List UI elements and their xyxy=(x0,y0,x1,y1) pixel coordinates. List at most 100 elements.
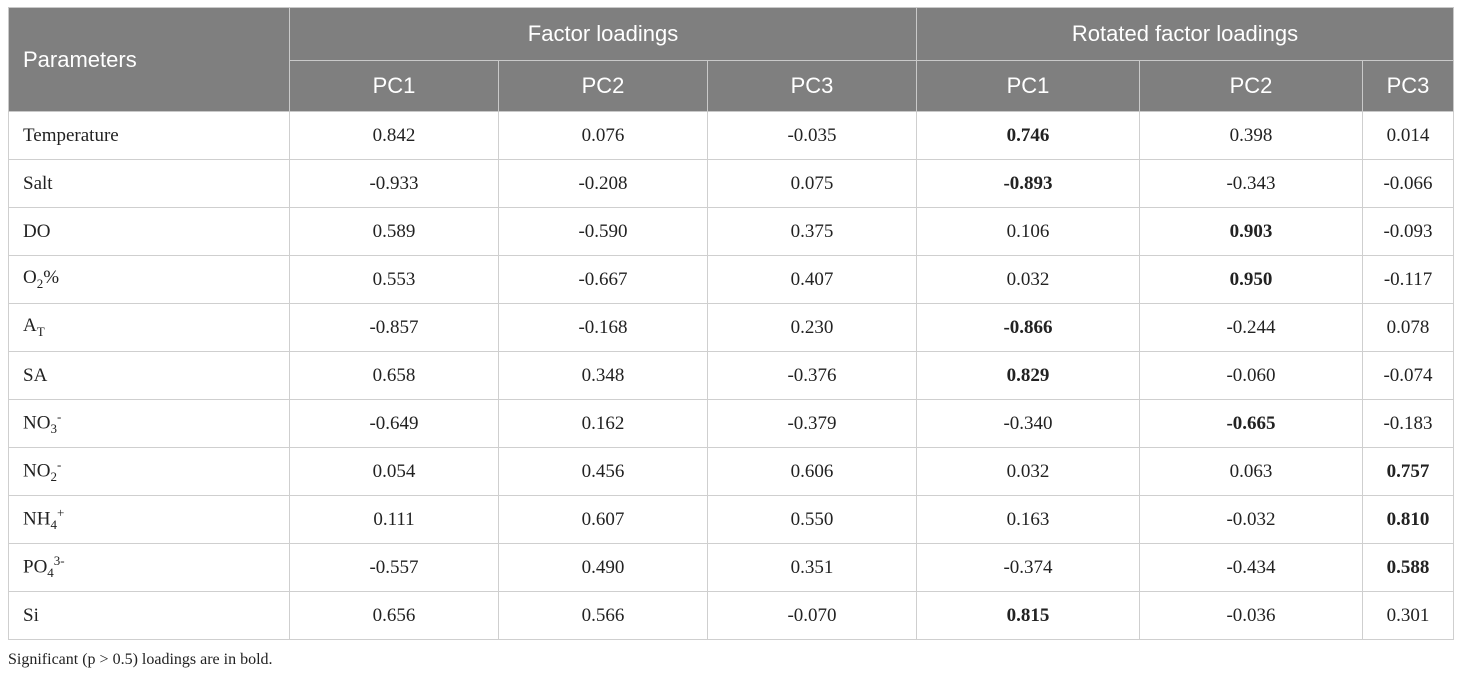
loading-value-cell: 0.606 xyxy=(706,447,918,496)
loading-value-cell: -0.066 xyxy=(1362,159,1455,208)
parameter-subscript: T xyxy=(36,323,45,339)
loading-value-cell: 0.656 xyxy=(289,591,499,640)
loading-value-cell: 0.829 xyxy=(916,351,1141,400)
loading-value-cell: 0.348 xyxy=(498,351,708,400)
loading-value-cell: 0.589 xyxy=(289,207,499,256)
parameter-name: DO xyxy=(23,220,51,242)
loading-value-cell: 0.490 xyxy=(498,543,708,592)
loading-value-cell: -0.070 xyxy=(706,591,918,640)
parameter-name: NO xyxy=(23,460,51,482)
loading-value-cell: -0.093 xyxy=(1362,207,1455,256)
loading-value-cell: 0.375 xyxy=(706,207,918,256)
factor-loadings-header: Factor loadings xyxy=(288,7,918,61)
rotated-factor-loadings-header: Rotated factor loadings xyxy=(916,7,1455,61)
loading-value-cell: 0.351 xyxy=(706,543,918,592)
loading-value-cell: -0.035 xyxy=(706,111,918,160)
parameter-name: NH xyxy=(23,508,51,530)
parameter-superscript: - xyxy=(56,409,62,425)
loading-value-cell: 0.063 xyxy=(1139,447,1364,496)
rotated-pc1-header: PC1 xyxy=(916,60,1141,112)
loading-value-cell: -0.893 xyxy=(916,159,1141,208)
loading-value-cell: 0.162 xyxy=(498,399,708,448)
loading-value-cell: 0.407 xyxy=(706,255,918,304)
parameter-name: O xyxy=(23,267,37,289)
loading-value-cell: -0.665 xyxy=(1139,399,1364,448)
table-row: DO 0.589 -0.590 0.375 0.106 0.903 -0.093 xyxy=(8,207,1455,256)
table-row: NO2- 0.054 0.456 0.606 0.032 0.063 0.757 xyxy=(8,447,1455,496)
loading-value-cell: 0.553 xyxy=(289,255,499,304)
loading-value-cell: -0.343 xyxy=(1139,159,1364,208)
parameter-name-cell: NO3- xyxy=(8,399,290,448)
parameter-name-cell: AT xyxy=(8,303,290,352)
loading-value-cell: 0.842 xyxy=(289,111,499,160)
parameters-header: Parameters xyxy=(8,7,290,112)
parameter-subscript: 2 xyxy=(50,469,57,485)
loading-value-cell: -0.857 xyxy=(289,303,499,352)
parameter-name-cell: Temperature xyxy=(8,111,290,160)
loading-value-cell: 0.658 xyxy=(289,351,499,400)
table-row: NH4+ 0.111 0.607 0.550 0.163 -0.032 0.810 xyxy=(8,495,1455,544)
parameter-superscript: 3- xyxy=(53,553,65,569)
loading-value-cell: -0.649 xyxy=(289,399,499,448)
loading-value-cell: 0.032 xyxy=(916,255,1141,304)
table-row: O2% 0.553 -0.667 0.407 0.032 0.950 -0.117 xyxy=(8,255,1455,304)
loading-value-cell: -0.208 xyxy=(498,159,708,208)
loading-value-cell: -0.060 xyxy=(1139,351,1364,400)
table-row: AT -0.857 -0.168 0.230 -0.866 -0.244 0.078 xyxy=(8,303,1455,352)
loading-value-cell: 0.757 xyxy=(1362,447,1455,496)
parameter-name-cell: O2% xyxy=(8,255,290,304)
parameter-subscript: 3 xyxy=(50,421,57,437)
loading-value-cell: 0.032 xyxy=(916,447,1141,496)
parameter-name: Salt xyxy=(23,172,53,194)
loading-value-cell: -0.933 xyxy=(289,159,499,208)
table-row: SA 0.658 0.348 -0.376 0.829 -0.060 -0.074 xyxy=(8,351,1455,400)
parameter-subscript: 2 xyxy=(36,275,44,291)
parameter-name-cell: NO2- xyxy=(8,447,290,496)
table-row: Salt -0.933 -0.208 0.075 -0.893 -0.343 -0.066 xyxy=(8,159,1455,208)
loading-value-cell: 0.810 xyxy=(1362,495,1455,544)
loading-value-cell: 0.301 xyxy=(1362,591,1455,640)
loading-value-cell: 0.566 xyxy=(498,591,708,640)
loading-value-cell: -0.168 xyxy=(498,303,708,352)
loading-value-cell: -0.340 xyxy=(916,399,1141,448)
parameter-suffix: % xyxy=(43,267,60,289)
parameter-name: NO xyxy=(23,412,51,434)
parameter-name: PO xyxy=(23,556,48,578)
parameter-name: Temperature xyxy=(23,124,119,146)
rotated-pc2-header: PC2 xyxy=(1139,60,1364,112)
loading-value-cell: -0.032 xyxy=(1139,495,1364,544)
loading-value-cell: 0.163 xyxy=(916,495,1141,544)
factor-loadings-table-container: Parameters Factor loadings Rotated facto… xyxy=(8,7,1455,640)
loading-value-cell: 0.106 xyxy=(916,207,1141,256)
factor-loadings-table: Parameters Factor loadings Rotated facto… xyxy=(8,7,1455,640)
loading-value-cell: 0.607 xyxy=(498,495,708,544)
loading-value-cell: 0.076 xyxy=(498,111,708,160)
parameter-subscript: 4 xyxy=(47,565,54,581)
loading-value-cell: 0.456 xyxy=(498,447,708,496)
loading-value-cell: 0.746 xyxy=(916,111,1141,160)
loading-value-cell: 0.078 xyxy=(1362,303,1455,352)
parameter-superscript: + xyxy=(56,505,65,521)
pc1-header: PC1 xyxy=(289,60,499,112)
loading-value-cell: -0.667 xyxy=(498,255,708,304)
loading-value-cell: 0.815 xyxy=(916,591,1141,640)
parameter-name-cell: SA xyxy=(8,351,290,400)
table-body: Temperature 0.842 0.076 -0.035 0.746 0.398 0.0… xyxy=(8,111,1455,640)
loading-value-cell: -0.244 xyxy=(1139,303,1364,352)
loading-value-cell: 0.950 xyxy=(1139,255,1364,304)
loading-value-cell: 0.054 xyxy=(289,447,499,496)
loading-value-cell: 0.111 xyxy=(289,495,499,544)
loading-value-cell: 0.550 xyxy=(706,495,918,544)
parameter-name: SA xyxy=(23,364,48,386)
table-row: PO43- -0.557 0.490 0.351 -0.374 -0.434 0.588 xyxy=(8,543,1455,592)
loading-value-cell: -0.183 xyxy=(1362,399,1455,448)
loading-value-cell: 0.903 xyxy=(1139,207,1364,256)
table-row: Si 0.656 0.566 -0.070 0.815 -0.036 0.301 xyxy=(8,591,1455,640)
table-row: Temperature 0.842 0.076 -0.035 0.746 0.398 0.0… xyxy=(8,111,1455,160)
parameter-subscript: 4 xyxy=(50,517,57,533)
loading-value-cell: -0.866 xyxy=(916,303,1141,352)
parameter-name-cell: Si xyxy=(8,591,290,640)
parameter-name-cell: Salt xyxy=(8,159,290,208)
loading-value-cell: -0.590 xyxy=(498,207,708,256)
loading-value-cell: -0.434 xyxy=(1139,543,1364,592)
